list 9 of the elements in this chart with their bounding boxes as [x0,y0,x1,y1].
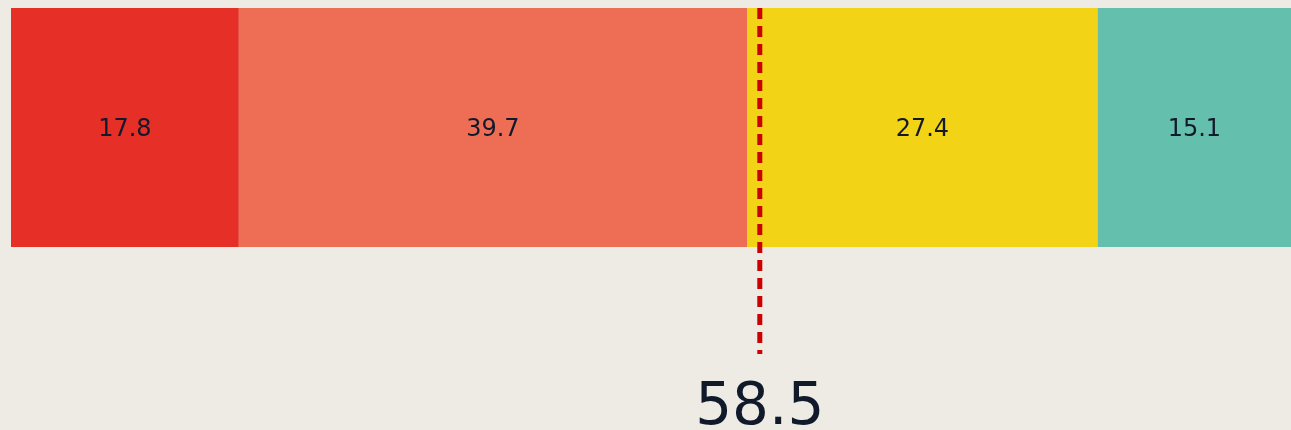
data-label: 15.1 [1167,113,1222,142]
data-label: 27.4 [895,113,950,142]
data-label: 17.8 [98,113,152,142]
bar [238,8,747,247]
data-label: 39.7 [466,113,520,142]
ref-line-label: 58.5 [695,370,825,430]
bar [11,8,239,247]
bar [747,8,1098,247]
bar [1097,8,1291,247]
